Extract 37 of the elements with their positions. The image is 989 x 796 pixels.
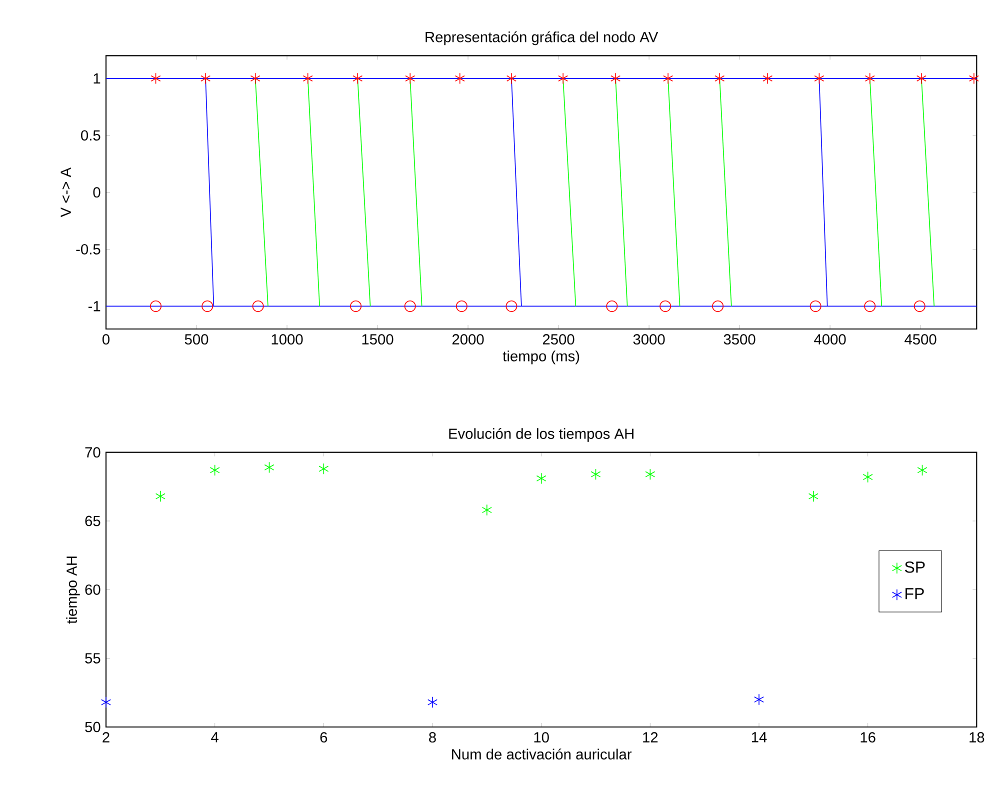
y-tick-label: -1 <box>88 301 100 312</box>
x-tick-label: 18 <box>970 732 984 743</box>
x-tick-label: 6 <box>320 732 328 743</box>
x-tick-label: 4 <box>211 732 218 742</box>
x-tick-label: 3000 <box>633 334 665 345</box>
x-tick-label: 4500 <box>904 334 936 345</box>
x-tick-label: 8 <box>429 732 436 743</box>
y-axis-title: tiempo AH <box>66 556 80 624</box>
x-axis-title: tiempo (ms) <box>502 350 580 364</box>
x-tick-label: 12 <box>643 732 658 742</box>
y-tick-label: 65 <box>85 516 100 526</box>
y-tick-label: 0.5 <box>81 130 100 141</box>
y-tick-label: 60 <box>85 584 100 595</box>
x-tick-label: 1500 <box>362 334 394 345</box>
legend-label: SP <box>904 561 925 573</box>
x-tick-label: 14 <box>752 732 767 742</box>
x-tick-label: 10 <box>534 732 549 743</box>
x-tick-label: 3500 <box>724 334 756 345</box>
chart-title: Evolución de los tiempos AH <box>449 428 634 442</box>
x-tick-label: 2 <box>102 732 110 742</box>
x-tick-label: 2500 <box>542 334 574 345</box>
y-axis-title: V <-> A <box>60 168 71 218</box>
y-tick-label: -0.5 <box>76 244 100 254</box>
legend-label: FP <box>906 588 924 600</box>
x-tick-label: 16 <box>860 732 876 743</box>
y-tick-label: 0 <box>93 187 100 198</box>
x-tick-label: 4000 <box>814 334 846 345</box>
x-tick-label: 0 <box>102 334 110 345</box>
y-tick-label: 55 <box>85 653 100 664</box>
x-axis-title: Num de activación auricular <box>452 748 632 760</box>
y-tick-label: 70 <box>85 447 100 458</box>
y-tick-label: 50 <box>85 722 100 732</box>
y-tick-label: 1 <box>94 73 100 84</box>
chart-title: Representación gráfica del nodo AV <box>426 31 658 46</box>
x-tick-label: 1000 <box>272 334 303 345</box>
x-tick-label: 500 <box>184 334 208 345</box>
x-tick-label: 2000 <box>452 334 484 345</box>
